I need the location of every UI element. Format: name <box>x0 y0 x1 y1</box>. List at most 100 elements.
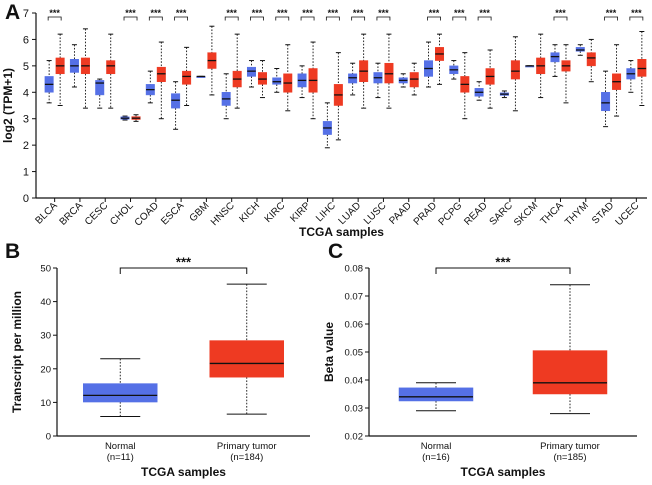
box <box>550 52 560 63</box>
panel-a-normal-box-CHOL <box>120 115 130 121</box>
panel-a-x-tick-label: COAD <box>133 200 161 228</box>
panel-a-sig-bracket <box>376 16 391 21</box>
panel-a-normal-box-GBM <box>196 75 206 78</box>
panel-a-sig-bracket <box>123 16 138 21</box>
panel-a-normal-box-STAD <box>601 70 611 128</box>
panel-a-normal-box-COAD <box>145 70 155 104</box>
panel-a-normal-box-KIRP <box>297 65 307 99</box>
panel-a-sig-bracket <box>47 16 62 21</box>
panel-a-x-tick-label: HNSC <box>209 200 237 228</box>
panel-a-sig-bracket <box>174 16 189 21</box>
panel-a-sig-bracket <box>452 16 467 21</box>
panel-b-box-primary-tumor <box>209 283 284 415</box>
panel-b-group-label: Normal <box>105 441 136 452</box>
panel-a-sig-label: *** <box>151 8 162 18</box>
panel-a-sig-label: *** <box>429 8 440 18</box>
panel-a-tumor-box-KICH <box>257 60 267 99</box>
panel-a-y-tick-label: 0 <box>23 193 29 205</box>
panel-a-x-tick-label: SARC <box>488 200 515 227</box>
panel-a-sig-label: *** <box>176 8 187 18</box>
panel-a-tumor-box-LIHC <box>333 52 343 141</box>
box <box>348 73 358 84</box>
panel-b-group-count: (n=184) <box>230 452 263 463</box>
panel-a-normal-box-PRAD <box>424 41 434 88</box>
panel-a-y-tick-label: 5 <box>23 61 29 73</box>
panel-b-y-tick-label: 30 <box>40 331 51 342</box>
panel-a-x-tick-label: KICH <box>237 200 262 225</box>
panel-a-normal-box-LIHC <box>322 102 332 149</box>
panel-a-y-tick-label: 2 <box>23 140 29 152</box>
panel-a-x-tick-label: UCEC <box>614 200 642 228</box>
panel-a-x-tick-label: LUSC <box>362 200 389 227</box>
panel-c-group-label: Primary tumor <box>540 441 600 452</box>
panel-a-tumor-box-LUSC <box>384 33 394 109</box>
panel-b-y-tick-label: 50 <box>40 264 51 275</box>
panel-a-tumor-box-LUAD <box>359 33 369 109</box>
panel-a-tumor-box-KIRC <box>283 44 293 112</box>
panel-a-x-tick-label: KIRC <box>263 200 288 225</box>
panel-a-normal-box-PAAD <box>398 73 408 88</box>
panel-b-sig-bracket <box>119 267 248 274</box>
panel-a-sig-label: *** <box>252 8 263 18</box>
box <box>171 93 181 109</box>
panel-c-sig-label: *** <box>495 255 511 270</box>
panel-a-tumor-box-READ <box>485 49 495 109</box>
panel-a-tumor-box-CESC <box>106 33 116 109</box>
panel-a-tumor-box-UCEC <box>637 31 647 106</box>
panel-b-x-axis-title: TCGA samples <box>141 465 226 479</box>
panel-b-group-count: (n=11) <box>107 452 134 463</box>
panel-a-tumor-box-SARC <box>510 36 520 112</box>
panel-c-y-tick-label: 0.05 <box>345 348 364 359</box>
panel-a-normal-box-READ <box>474 81 484 101</box>
box <box>532 350 608 395</box>
box <box>575 47 585 52</box>
panel-a-x-tick-label: THCA <box>539 200 566 227</box>
box <box>156 66 166 82</box>
box <box>272 77 282 85</box>
panel-a-normal-box-KICH <box>246 60 256 88</box>
box <box>246 66 256 77</box>
panel-c-y-tick-label: 0.07 <box>345 292 364 303</box>
box <box>510 60 520 80</box>
panel-a-x-tick-label: SKCM <box>512 200 540 228</box>
panel-a-normal-box-THYM <box>575 44 585 56</box>
box <box>257 72 267 85</box>
panel-b-y-tick-label: 20 <box>40 364 51 375</box>
panel-a-sig-label: *** <box>454 8 465 18</box>
panel-a-sig-bracket <box>250 16 264 21</box>
panel-a-x-tick-label: BRCA <box>58 200 86 228</box>
box <box>409 72 419 88</box>
panel-a-y-tick-label: 7 <box>23 8 29 20</box>
panel-a-tumor-box-HNSC <box>232 33 242 109</box>
panel-a-y-axis-title: log2 (TPM+1) <box>1 68 15 143</box>
panel-a-normal-box-CESC <box>95 78 105 109</box>
panel-a-x-tick-label: THYM <box>563 200 591 228</box>
panel-b-sig-label: *** <box>176 255 192 270</box>
panel-a-x-tick-label: STAD <box>590 200 616 226</box>
panel-c-y-tick-label: 0.03 <box>345 404 364 415</box>
panel-a-sig-bracket <box>604 16 618 21</box>
panel-a-x-tick-label: PRAD <box>412 200 439 227</box>
panel-a-tumor-box-SKCM <box>536 33 546 99</box>
panel-a-y-tick-label: 1 <box>23 167 29 179</box>
panel-a-tumor-box-ESCA <box>182 46 192 106</box>
panel-a-tumor-box-STAD <box>612 44 622 117</box>
panel-a-x-axis-title: TCGA samples <box>299 225 384 239</box>
panel-a-sig-bracket <box>325 16 340 21</box>
panel-a-x-tick-label: CESC <box>83 200 110 227</box>
panel-c-group-count: (n=185) <box>553 452 586 463</box>
panel-a-sig-label: *** <box>631 8 642 18</box>
box <box>398 387 474 402</box>
box <box>384 62 394 84</box>
box <box>83 383 158 403</box>
panel-a-sig-label: *** <box>49 8 60 18</box>
box <box>95 80 105 96</box>
panel-a-normal-box-ESCA <box>171 81 181 130</box>
panel-b-y-tick-label: 40 <box>40 297 51 308</box>
panel-a-x-tick-label: PAAD <box>387 200 414 227</box>
panel-a-normal-box-UCEC <box>626 60 636 93</box>
panel-a-tumor-box-CHOL <box>131 114 141 122</box>
panel-a-sig-bracket <box>300 16 315 21</box>
panel-b-letter: B <box>5 240 21 263</box>
